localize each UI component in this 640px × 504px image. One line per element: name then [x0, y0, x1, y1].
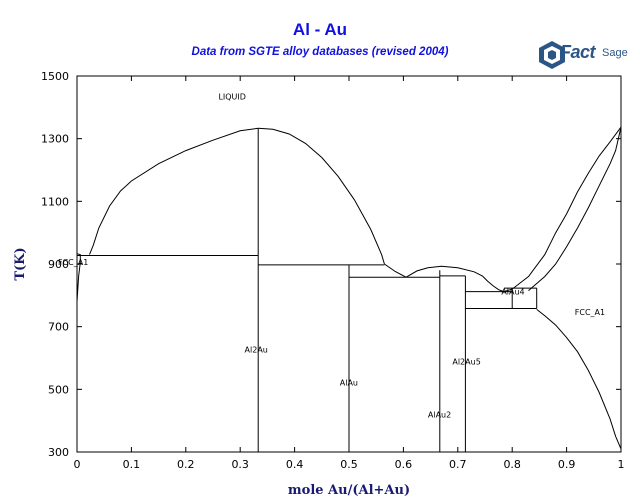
chart-subtitle: Data from SGTE alloy databases (revised … — [191, 46, 449, 58]
phase-label: AlAu4 — [501, 287, 524, 296]
factsage-logo: Fact Sage — [538, 40, 638, 74]
x-tick-label: 0.8 — [503, 458, 521, 471]
y-tick-label: 1100 — [41, 195, 69, 208]
x-axis-title: mole Au/(Al+Au) — [288, 483, 410, 498]
phase-boundary-FCC-Al-solidus — [76, 253, 81, 302]
x-tick-label: 0 — [74, 458, 81, 471]
phase-label: Al2Au5 — [452, 357, 480, 366]
phase-boundary-liquidus-to-Au — [503, 126, 622, 293]
y-tick-label: 900 — [48, 258, 69, 271]
phase-boundary-liquidus-hump-AlAu2 — [405, 265, 483, 278]
y-tick-label: 700 — [48, 321, 69, 334]
logo-text-fact: Fact — [560, 42, 596, 62]
chart-title: Al - Au — [292, 20, 348, 39]
phase-boundary-liquidus-eutectic-1 — [384, 263, 407, 278]
x-tick-label: 0.6 — [395, 458, 413, 471]
phase-boundary-solidus-to-Au — [528, 126, 622, 291]
phase-label: AlAu2 — [428, 411, 451, 420]
x-tick-label: 0.3 — [231, 458, 249, 471]
axes: 0 0.1 0.2 0.3 0.4 0.5 0.6 0.7 0.8 0.9 130050070090… — [13, 70, 625, 498]
phase-curves — [76, 126, 622, 452]
y-tick-label: 500 — [48, 383, 69, 396]
x-tick-label: 0.5 — [340, 458, 358, 471]
phase-label: LIQUID — [218, 93, 246, 102]
phase-label: FCC_A1 — [575, 308, 605, 317]
phase-boundary-solvus-Au-FCC — [536, 309, 622, 450]
phase-label: Al2Au — [245, 345, 268, 354]
y-axis-title: T(K) — [13, 247, 28, 280]
x-tick-label: 0.1 — [123, 458, 141, 471]
x-tick-label: 0.7 — [449, 458, 467, 471]
factsage-logo-icon — [539, 41, 565, 69]
region-labels: LIQUID FCC_A1 FCC_A1 Al2Au AlAu AlAu2 Al2Au5 Al… — [58, 93, 605, 420]
x-tick-label: 0.9 — [558, 458, 576, 471]
x-tick-label: 0.4 — [286, 458, 304, 471]
y-tick-label: 1500 — [41, 70, 69, 83]
y-tick-label: 1300 — [41, 133, 69, 146]
x-tick-label: 1 — [618, 458, 625, 471]
phase-boundary-liquidus-hump-Al2Au5 — [481, 275, 505, 293]
phase-boundary-liquidus-left — [89, 127, 259, 255]
phase-boundary-liquidus-right-of-Al2Au — [258, 127, 385, 265]
logo-text-sage: Sage — [602, 47, 628, 59]
phase-label: AlAu — [340, 379, 358, 388]
phase-label: FCC_A1 — [58, 258, 88, 267]
y-tick-label: 300 — [48, 446, 69, 459]
x-tick-label: 0.2 — [177, 458, 195, 471]
